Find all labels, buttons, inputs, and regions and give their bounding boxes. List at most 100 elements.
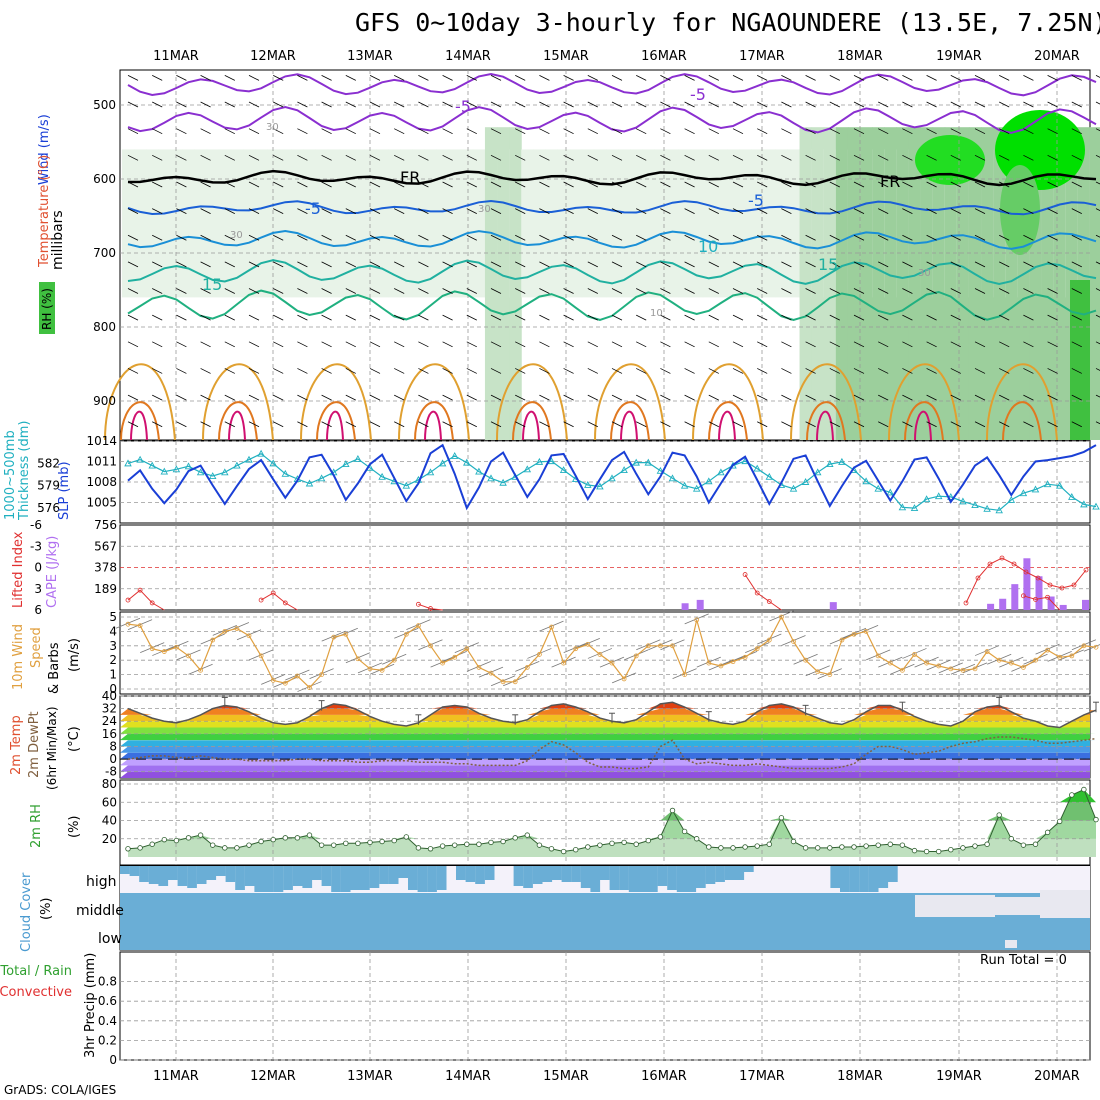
lifted-index-point [137,587,143,593]
cloud-high-bar [849,866,860,892]
rh-band [763,149,776,298]
wind-barb [345,394,356,401]
wind-barb [1095,261,1100,265]
thickness-point [354,454,362,462]
wind-barb [708,261,719,268]
temp-band [120,727,1096,734]
lifted-index-point [987,561,993,567]
wind-barb [1071,154,1082,161]
wind-barb [974,208,986,214]
thickness-point [729,461,737,469]
rh-legend-swatch [39,282,55,334]
wind-barb [926,234,937,241]
temperature-contour [127,72,1097,97]
cape-bar [829,602,837,610]
cloud-plot [120,866,1090,950]
thickness-point [136,455,144,463]
wind-barb [684,208,695,214]
rh-band [581,149,595,298]
wind-barb [926,261,937,268]
wind-barb [999,101,1010,108]
cape-bar [1082,599,1089,610]
temp-band [120,721,1096,728]
wind-barb [587,181,598,188]
wind-speed-point [331,634,337,640]
wind-barb [297,341,308,348]
rh-band-moist [811,127,825,440]
wind-barb [708,75,719,81]
rh-point [379,838,385,845]
thickness-point [995,506,1003,514]
tick-label: 378 [94,561,117,575]
thickness-point [172,465,181,473]
wind-barb [515,154,526,161]
temperature-contour [816,410,834,441]
cloud-high-bar [206,866,217,880]
wind-speed-point [1008,660,1014,666]
cloud-middle-label: middle [76,903,124,919]
wind10m-side-label-3: & Barbs [47,642,62,694]
wind-barb [442,368,453,374]
slp-side-label: SLP (mb) [57,461,72,520]
wind-barb [466,341,477,348]
rh-point [839,844,845,850]
wind-barb [853,341,865,348]
wind-barb [732,128,744,135]
thickness-point [148,461,156,469]
wind-barb [321,421,332,428]
wind-barb [248,208,260,214]
lifted-index-point [149,600,155,606]
wind-barb [611,394,623,401]
wind-barb [297,681,322,692]
tick-label: 8 [109,739,117,753]
wind-barb [853,128,865,135]
cloud-high-bar [120,866,130,874]
thickness-point [922,495,931,503]
rh-point [766,841,772,847]
tick-label: 5 [109,610,117,624]
wind-barb [442,181,453,188]
contour-label: FR [880,172,900,191]
rh-point [887,841,893,847]
wind-speed-point [234,626,240,631]
wind-speed-point [1069,653,1075,659]
wind-barb [878,656,903,668]
wind-barb [757,421,768,428]
wind-barb [636,75,647,81]
wind-barb [224,314,235,321]
wind-barb [563,128,574,135]
wind-barb [1095,421,1100,425]
wind-barb [297,234,308,241]
wind-barb [273,314,284,321]
cape-bar [999,598,1007,610]
wind-barb [1095,154,1100,158]
wind-barb [781,288,792,294]
wind-barb [1095,314,1100,318]
wind-barb [829,234,840,241]
temperature-contour [692,363,764,441]
wind-barb [490,675,516,687]
rh-band [533,149,546,298]
wind-barb [273,341,284,348]
wind-barb [660,234,671,241]
thickness-point [596,482,604,490]
wind-barb [999,181,1010,188]
wind-barb [1047,75,1058,81]
precip-plot: 0 0.2 0.4 0.6 0.8 [98,952,1090,1067]
rh-band [363,149,377,298]
wind-barb [950,663,976,675]
wind-barb [357,662,383,674]
rh-point [403,834,409,840]
wind-barb [611,234,623,241]
tick-label: 1 [109,668,117,682]
rh-point [706,844,712,850]
slp-thickness-plot: 1005 1008 1011 1014 576 579 582 [37,434,1100,523]
rh-point [222,845,228,851]
wind-barb [757,128,768,135]
wind-barb [878,154,889,161]
wind-speed-point [137,623,143,629]
tick-label: 576 [37,501,60,515]
tick-label: 1008 [86,475,117,489]
wind-barb [176,75,187,81]
lifted-index-point [282,600,288,606]
